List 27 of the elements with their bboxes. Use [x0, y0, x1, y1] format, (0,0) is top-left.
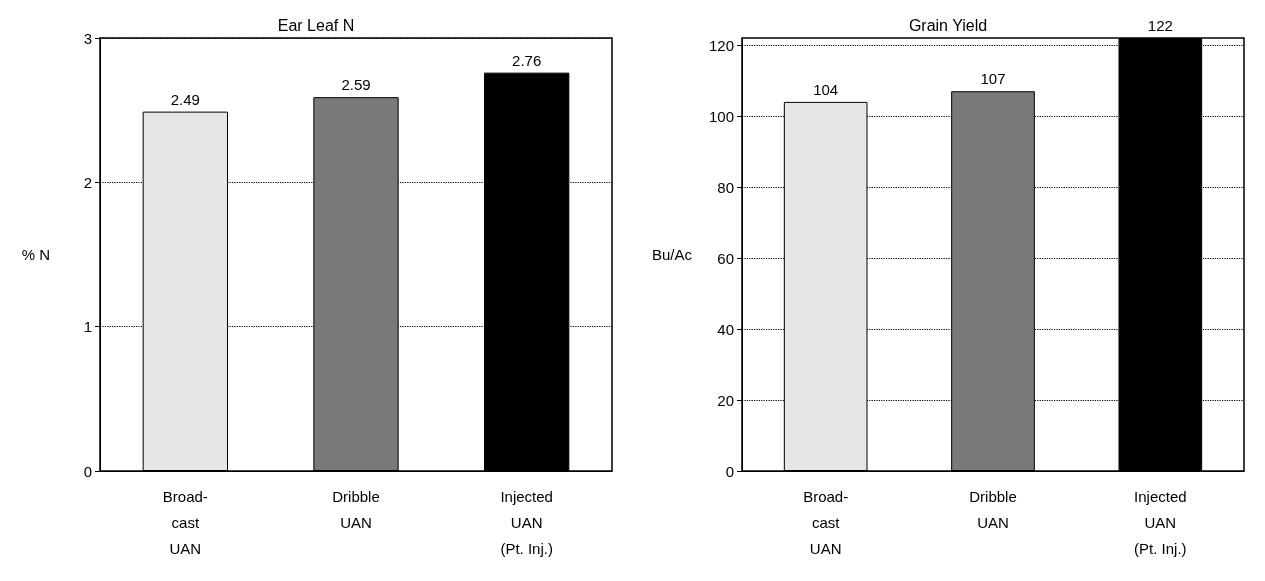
y-tick-label: 60 [717, 249, 734, 267]
y-axis-title: % N [21, 246, 50, 263]
y-tick-label: 0 [83, 462, 92, 480]
y-tick-label: 20 [717, 391, 734, 409]
y-tick-label: 100 [708, 107, 734, 125]
x-tick-label: Injected UAN (Pt. Inj.) [1134, 487, 1187, 557]
x-tick-label: Dribble UAN [332, 487, 380, 531]
y-tick-label: 2 [83, 173, 92, 191]
y-tick-label: 0 [725, 462, 734, 480]
data-label: 2.59 [341, 76, 371, 94]
data-label: 2.49 [170, 90, 200, 108]
chart-title: Ear Leaf N [277, 16, 355, 34]
y-tick-label: 1 [83, 318, 92, 336]
chart-title: Grain Yield [908, 16, 988, 34]
x-tick-label: Broad- cast UAN [803, 487, 849, 557]
data-label: 2.76 [512, 51, 542, 69]
y-tick-label: 120 [708, 36, 734, 54]
data-label: 104 [813, 80, 839, 98]
y-tick-label: 3 [83, 29, 92, 47]
x-tick-label: Broad- cast UAN [162, 487, 208, 557]
x-tick-label: Dribble UAN [969, 487, 1017, 531]
y-tick-label: 80 [717, 178, 734, 196]
data-label: 122 [1147, 17, 1173, 34]
data-label: 107 [980, 70, 1006, 88]
y-tick-label: 40 [717, 320, 734, 338]
y-axis-title: Bu/Ac [651, 246, 693, 263]
x-tick-label: Injected UAN (Pt. Inj.) [500, 487, 553, 557]
